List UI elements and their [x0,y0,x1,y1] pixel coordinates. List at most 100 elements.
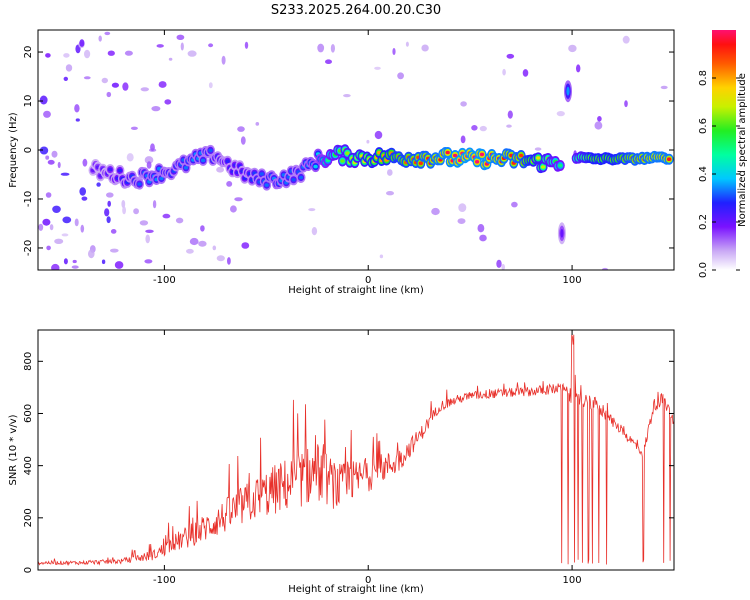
noise-speckle [230,205,237,213]
noise-speckle [38,223,44,231]
ridge-core [536,156,541,160]
noise-speckle [156,44,164,48]
noise-speckle [458,203,467,213]
noise-speckle [52,205,61,213]
noise-speckle [660,85,668,90]
noise-speckle [244,41,249,49]
y-tick-label: 0 [23,147,34,153]
noise-speckle [152,200,157,209]
colorbar-tick-label: 0.8 [698,70,709,86]
noise-speckle [114,261,124,269]
ridge-core [200,158,206,163]
noise-speckle [431,207,440,216]
noise-speckle [104,208,110,217]
noise-speckle [45,155,50,160]
ridge-core [479,152,485,157]
noise-speckle [144,156,154,164]
noise-speckle [502,68,506,76]
noise-speckle [43,110,51,118]
noise-speckle [158,81,167,88]
noise-speckle [49,224,54,231]
noise-speckle [405,41,409,47]
x-tick-label: -100 [153,575,176,586]
ridge-core [264,183,269,187]
y-tick-label: 200 [23,508,34,527]
noise-speckle [397,72,404,80]
noise-speckle [79,39,85,47]
spectral-feature [560,228,564,238]
colorbar-ticks: 0.0 0.2 0.4 0.6 0.8 [698,70,740,278]
noise-speckle [421,44,429,52]
noise-speckle [74,218,79,227]
y-tick-label: 800 [23,352,34,371]
spectrogram-x-label: Height of straight line (km) [288,285,424,296]
noise-speckle [208,82,213,89]
ridge-core [298,175,304,180]
noise-speckle [556,111,565,117]
noise-speckle [234,197,243,202]
noise-speckle [140,87,149,92]
noise-speckle [386,191,394,196]
y-tick-label: 400 [23,456,34,475]
noise-speckle [106,91,112,98]
noise-speckle [221,55,226,65]
noise-speckle [63,258,68,265]
chart-title: S233.2025.264.00.20.C30 [271,3,441,18]
noise-speckle [144,259,153,264]
ridge-core [183,166,189,170]
noise-speckle [111,82,119,88]
spectrogram-y-ticks: -20 -10 0 10 20 [23,46,674,256]
noise-speckle [110,248,119,253]
noise-speckle [121,200,126,208]
noise-speckle [63,53,70,58]
noise-speckle [198,240,207,247]
noise-speckle [84,49,91,59]
x-tick-label: 100 [563,575,582,586]
noise-speckle [255,122,260,126]
noise-speckle [75,118,80,122]
ridge-core [540,165,546,169]
noise-speckle [101,77,109,84]
noise-speckle [145,229,154,233]
noise-speckle [460,135,466,144]
noise-speckle [624,100,628,108]
snr-series-line [38,334,674,566]
noise-speckle [392,48,396,55]
noise-speckle [460,101,467,107]
noise-speckle [104,31,111,36]
ridge-core [558,163,563,168]
ridge-core [666,157,672,161]
y-tick-label: -20 [23,240,34,256]
noise-speckle [212,245,217,251]
noise-speckle [506,124,512,128]
y-tick-label: 10 [23,95,34,108]
noise-speckle [501,263,505,270]
noise-speckle [511,201,518,208]
spectral-feature [566,86,570,96]
noise-speckle [65,64,73,72]
noise-speckle [317,43,325,53]
noise-speckle [62,216,72,224]
snr-frame [37,329,675,571]
colorbar-tick-label: 0.4 [698,166,709,182]
noise-speckle [506,53,515,59]
noise-speckle [208,43,214,48]
colorbar-tick-label: 0.2 [698,214,709,230]
noise-speckle [63,76,68,81]
x-tick-label: 0 [365,275,371,286]
noise-speckle [534,147,542,151]
noise-speckle [180,42,184,51]
noise-speckle [146,161,152,169]
noise-speckle [81,196,88,201]
noise-speckle [379,254,384,259]
noise-speckle [308,208,316,212]
colorbar-tick-label: 0.6 [698,118,709,134]
noise-speckle [130,126,138,130]
noise-speckle [151,106,161,112]
noise-speckle [51,150,58,158]
noise-speckle [39,95,48,105]
ridge-core [474,160,480,164]
noise-speckle [72,259,77,264]
noise-speckle [51,263,60,270]
snr-x-label: Height of straight line (km) [288,584,424,595]
